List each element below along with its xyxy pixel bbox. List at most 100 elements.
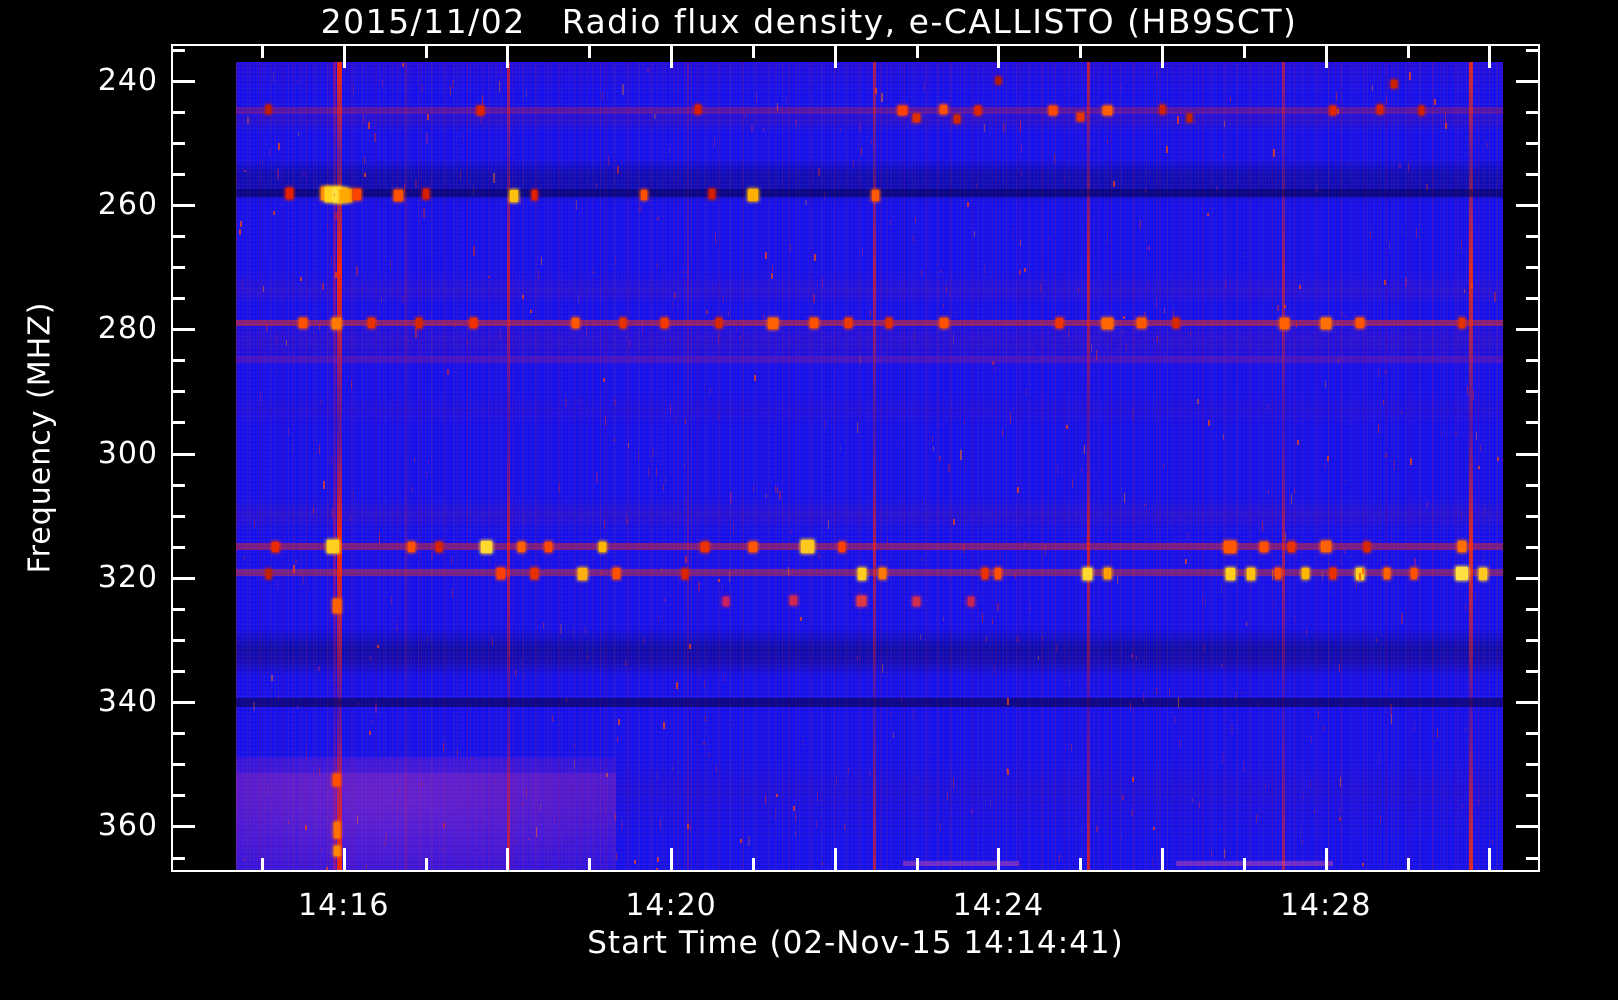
noise-speckle-bright xyxy=(662,722,665,729)
noise-speckle xyxy=(1186,531,1188,541)
x-major-tick xyxy=(1161,848,1164,870)
noise-speckle xyxy=(404,183,406,192)
x-minor-tick xyxy=(916,46,919,58)
rfi-blob xyxy=(857,567,866,580)
noise-speckle xyxy=(655,466,657,477)
y-minor-tick xyxy=(173,857,185,860)
noise-speckle-bright xyxy=(363,173,366,178)
noise-speckle xyxy=(953,777,955,789)
noise-speckle xyxy=(840,445,842,451)
noise-speckle xyxy=(710,386,712,395)
noise-speckle xyxy=(482,95,484,106)
noise-speckle xyxy=(1277,305,1280,311)
noise-speckle xyxy=(426,636,428,643)
y-minor-tick xyxy=(1526,670,1538,673)
noise-speckle xyxy=(900,694,902,703)
noise-speckle xyxy=(297,705,299,710)
noise-speckle xyxy=(1129,702,1131,711)
noise-speckle xyxy=(1401,226,1403,236)
rfi-blob xyxy=(326,540,339,554)
noise-speckle xyxy=(708,753,710,757)
noise-speckle xyxy=(276,579,278,591)
noise-speckle xyxy=(389,260,391,270)
rfi-blob xyxy=(1320,317,1331,329)
noise-speckle xyxy=(573,629,575,635)
noise-speckle xyxy=(985,637,987,643)
noise-speckle xyxy=(1220,663,1223,668)
noise-speckle-bright xyxy=(1362,862,1365,866)
noise-speckle xyxy=(452,588,454,599)
noise-speckle xyxy=(1295,320,1297,328)
rfi-blob xyxy=(285,188,293,200)
noise-speckle xyxy=(1282,332,1284,338)
noise-speckle xyxy=(1210,849,1212,857)
rfi-blob xyxy=(872,189,880,201)
noise-speckle xyxy=(333,193,335,197)
noise-speckle xyxy=(262,286,264,292)
noise-speckle xyxy=(1105,529,1108,534)
noise-speckle-bright xyxy=(402,63,405,67)
noise-speckle xyxy=(939,456,942,462)
noise-speckle xyxy=(395,626,397,631)
noise-speckle xyxy=(459,171,461,180)
noise-speckle xyxy=(442,335,444,338)
noise-speckle xyxy=(331,256,333,267)
noise-speckle xyxy=(993,362,995,372)
rfi-blob xyxy=(898,105,908,115)
noise-speckle xyxy=(685,556,688,564)
noise-speckle xyxy=(1169,688,1171,696)
noise-speckle xyxy=(1489,564,1491,574)
rfi-blob xyxy=(481,540,493,553)
noise-speckle xyxy=(924,81,926,91)
noise-speckle xyxy=(499,69,501,73)
noise-speckle xyxy=(945,286,947,292)
noise-speckle xyxy=(1323,463,1326,469)
x-major-tick xyxy=(1325,848,1328,870)
rfi-blob xyxy=(333,821,340,838)
noise-speckle xyxy=(1002,430,1004,436)
noise-speckle xyxy=(801,739,803,747)
noise-speckle xyxy=(1445,113,1447,123)
y-minor-tick xyxy=(1526,857,1538,860)
noise-speckle-bright xyxy=(1206,213,1209,217)
rfi-blob xyxy=(272,541,280,552)
noise-speckle xyxy=(646,67,649,73)
noise-speckle xyxy=(1144,311,1146,318)
noise-speckle xyxy=(724,674,726,682)
noise-speckle xyxy=(331,509,333,517)
noise-speckle xyxy=(638,205,641,214)
noise-speckle xyxy=(1313,809,1315,813)
noise-speckle-bright xyxy=(427,113,430,120)
noise-speckle-bright xyxy=(1065,424,1068,429)
noise-speckle xyxy=(1291,538,1293,548)
noise-speckle-bright xyxy=(656,856,659,863)
y-major-tick xyxy=(1516,328,1538,331)
noise-speckle xyxy=(1162,463,1164,470)
noise-speckle xyxy=(771,265,773,272)
noise-speckle xyxy=(366,864,368,868)
noise-speckle xyxy=(1477,799,1479,807)
noise-speckle xyxy=(714,138,716,148)
x-major-tick xyxy=(343,848,346,870)
y-minor-tick xyxy=(173,297,185,300)
noise-speckle xyxy=(639,201,640,206)
noise-speckle xyxy=(277,693,279,700)
noise-speckle xyxy=(670,404,672,415)
noise-speckle xyxy=(656,263,658,270)
noise-speckle xyxy=(1156,71,1158,80)
noise-speckle xyxy=(527,837,530,841)
noise-speckle xyxy=(456,750,458,756)
y-tick-label: 260 xyxy=(97,186,158,222)
noise-speckle xyxy=(1339,777,1341,788)
noise-speckle xyxy=(1130,809,1133,817)
noise-speckle xyxy=(521,802,523,806)
y-minor-tick xyxy=(1526,142,1538,145)
pink-bottom-segment xyxy=(902,861,1019,867)
noise-speckle xyxy=(805,199,808,206)
noise-speckle xyxy=(576,200,578,211)
rfi-blob xyxy=(1418,105,1424,115)
noise-speckle xyxy=(363,156,365,164)
noise-speckle xyxy=(1272,569,1274,581)
noise-speckle-bright xyxy=(1123,315,1126,319)
noise-speckle xyxy=(790,243,792,252)
